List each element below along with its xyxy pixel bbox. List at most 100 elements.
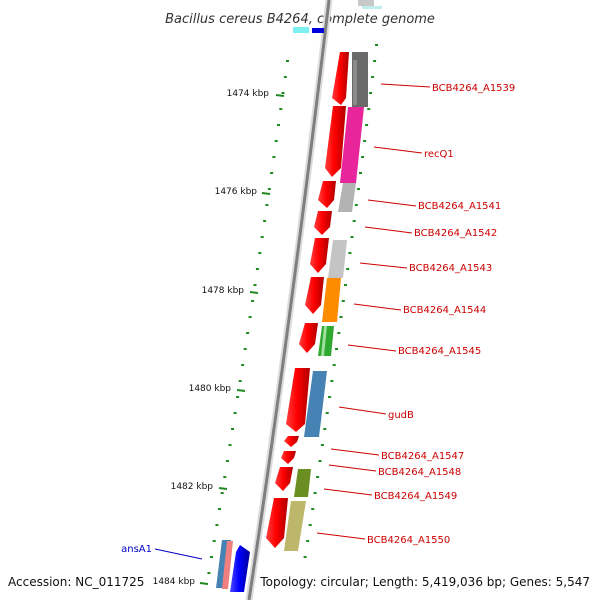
gene-arrow <box>281 451 296 464</box>
grid-mark <box>277 124 280 126</box>
gene-arrow <box>266 498 288 548</box>
tick-mark <box>236 389 246 392</box>
leader-line <box>330 448 380 456</box>
grid-mark <box>207 572 211 574</box>
grid-mark <box>348 252 352 254</box>
grid-mark <box>344 284 347 286</box>
grid-mark <box>311 508 315 510</box>
gene-arrow <box>332 52 349 105</box>
grid-mark <box>332 364 336 366</box>
gene-label[interactable]: recQ1 <box>424 149 454 160</box>
gene-arrow <box>314 211 332 235</box>
grid-mark <box>231 428 234 430</box>
position-ticks: 1474 kbp 1476 kbp 1478 kbp 1480 kbp 1482… <box>153 89 285 587</box>
gene-label[interactable]: BCB4264_A1544 <box>403 305 486 316</box>
grid-mark <box>330 380 334 382</box>
gene-label[interactable]: BCB4264_A1541 <box>418 201 501 212</box>
leader-line <box>367 199 417 207</box>
grid-mark <box>371 76 375 78</box>
leader-line <box>338 406 387 415</box>
grid-mark <box>270 172 274 174</box>
feature-box <box>222 541 233 589</box>
gene-label[interactable]: BCB4264_A1547 <box>381 451 464 462</box>
grid-mark <box>318 460 322 462</box>
gene-labels: BCB4264_A1539 recQ1 BCB4264_A1541 BCB426… <box>121 83 515 555</box>
reverse-strand-features <box>216 540 250 592</box>
grid-mark <box>363 140 367 142</box>
grid-mark <box>325 412 329 414</box>
grid-mark <box>339 316 343 318</box>
feature-boxes <box>284 52 368 551</box>
feature-box <box>294 469 311 497</box>
grid-mark <box>212 540 216 542</box>
grid-mark <box>274 140 278 142</box>
gene-label[interactable]: BCB4264_A1550 <box>367 535 450 546</box>
gene-arrow <box>310 238 329 273</box>
tick-mark <box>261 192 271 195</box>
tick-label: 1474 kbp <box>227 89 270 99</box>
grid-mark <box>356 188 360 190</box>
tick-label: 1484 kbp <box>153 577 196 587</box>
feature-box <box>284 501 306 551</box>
grid-mark <box>210 556 213 558</box>
leader-line <box>316 532 366 540</box>
gene-arrow <box>305 277 324 314</box>
grid-marks <box>207 44 378 574</box>
tick-mark <box>249 291 259 294</box>
gene-label[interactable]: BCB4264_A1539 <box>432 83 515 94</box>
gene-label[interactable]: BCB4264_A1549 <box>374 491 457 502</box>
grid-mark <box>255 268 259 270</box>
grid-mark <box>352 220 356 222</box>
grid-mark <box>220 492 224 494</box>
grid-mark <box>251 300 255 302</box>
grid-mark <box>218 508 221 510</box>
grid-mark <box>350 236 354 238</box>
leader-line <box>373 146 423 154</box>
forward-strand-arrows <box>266 52 349 548</box>
grid-mark <box>260 236 264 238</box>
tick-mark <box>275 94 285 97</box>
tick-mark <box>218 487 228 490</box>
leader-line <box>323 488 373 496</box>
gene-label[interactable]: BCB4264_A1543 <box>409 263 492 274</box>
tick-label: 1480 kbp <box>189 384 232 394</box>
partial-feature-cyan <box>293 27 309 33</box>
leader-line <box>380 83 431 88</box>
grid-mark <box>308 524 312 526</box>
grid-mark <box>313 492 317 494</box>
grid-mark <box>341 300 345 302</box>
gene-label[interactable]: gudB <box>388 410 414 421</box>
grid-mark <box>241 364 245 366</box>
leader-line <box>154 548 203 560</box>
grid-mark <box>320 444 324 446</box>
tick-mark <box>199 582 209 585</box>
grid-mark <box>248 316 252 318</box>
gene-label[interactable]: ansA1 <box>121 544 152 555</box>
grid-mark <box>283 76 287 78</box>
feature-box <box>340 107 364 183</box>
gene-arrow <box>284 436 299 447</box>
grid-mark <box>236 396 240 398</box>
grid-mark <box>238 380 242 382</box>
feature-box <box>328 240 347 278</box>
gene-label[interactable]: BCB4264_A1542 <box>414 228 497 239</box>
grid-mark <box>354 204 358 206</box>
grid-mark <box>258 252 262 254</box>
gene-label[interactable]: BCB4264_A1548 <box>378 467 461 478</box>
leader-line <box>328 464 377 472</box>
grid-mark <box>328 396 332 398</box>
grid-mark <box>263 220 267 222</box>
leader-line <box>347 344 397 352</box>
grid-mark <box>365 124 369 126</box>
grid-mark <box>223 476 227 478</box>
grid-mark <box>286 60 289 62</box>
grid-mark <box>281 92 285 94</box>
grid-mark <box>233 412 237 414</box>
gene-arrow-ansA1 <box>230 545 250 592</box>
grid-mark <box>265 204 269 206</box>
gene-label[interactable]: BCB4264_A1545 <box>398 346 481 357</box>
tick-label: 1482 kbp <box>171 482 214 492</box>
grid-mark <box>316 476 320 478</box>
gene-arrow <box>325 106 346 177</box>
